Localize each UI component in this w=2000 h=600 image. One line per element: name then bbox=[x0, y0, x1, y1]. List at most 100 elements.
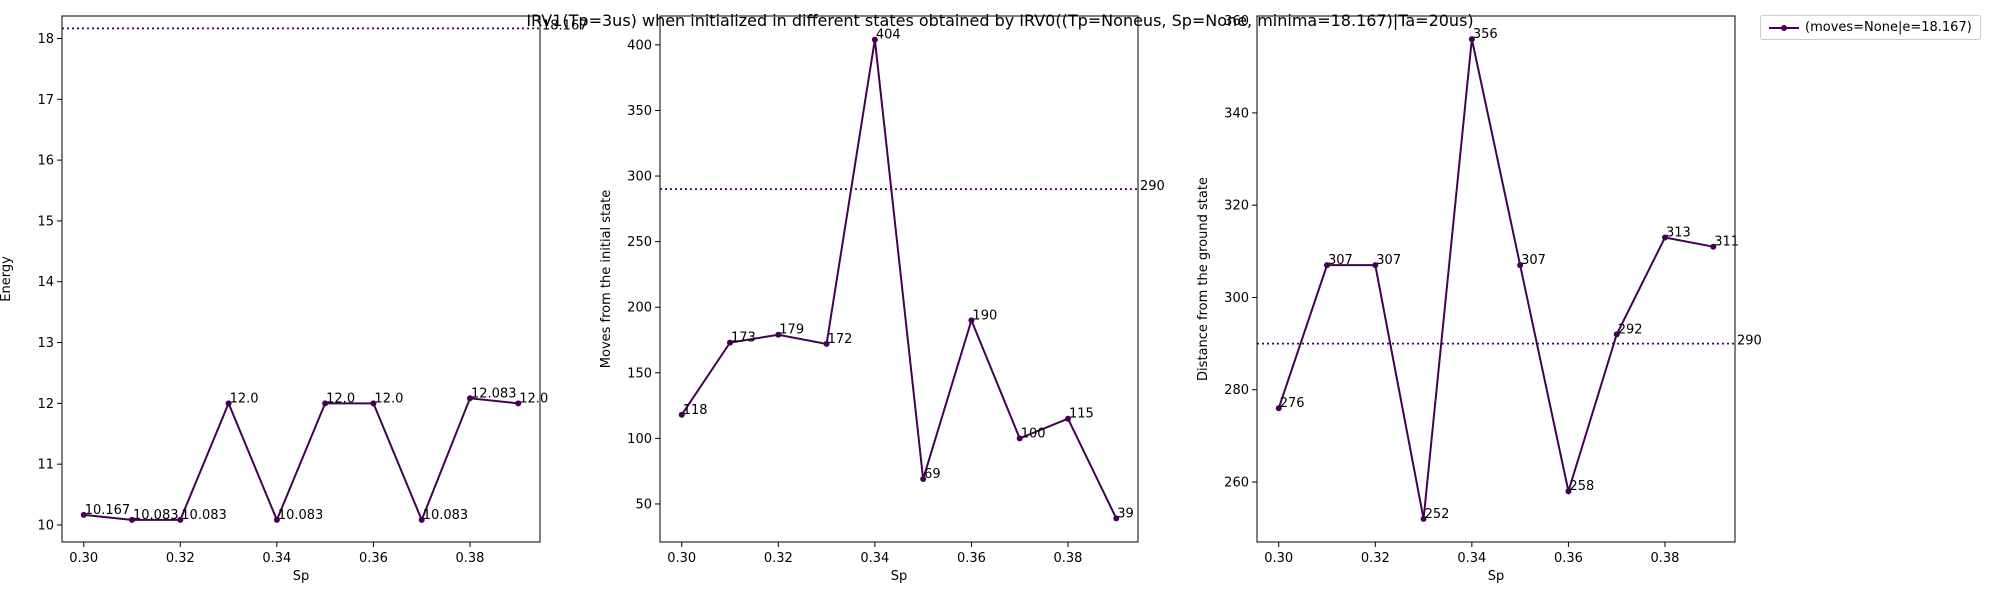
reference-line-label: 18.167 bbox=[542, 18, 588, 33]
data-point bbox=[466, 395, 473, 402]
y-tick-label-top: 360 bbox=[1224, 14, 1249, 29]
data-point bbox=[823, 340, 830, 347]
legend: (moves=None|e=18.167) bbox=[1760, 15, 1981, 40]
legend-dot-marker bbox=[1781, 24, 1787, 31]
data-point bbox=[775, 331, 782, 338]
data-point-label: 10.083 bbox=[278, 508, 324, 523]
data-point bbox=[678, 411, 685, 418]
data-point-label: 307 bbox=[1521, 253, 1546, 268]
y-tick-label: 10 bbox=[37, 518, 54, 533]
figure-title: IRV1(Tp=3us) when initialized in differe… bbox=[526, 11, 1473, 30]
y-axis-label: Energy bbox=[0, 256, 14, 302]
data-point bbox=[1324, 262, 1331, 269]
data-point-label: 12.0 bbox=[374, 391, 403, 406]
data-point bbox=[273, 516, 280, 523]
data-point-label: 311 bbox=[1714, 235, 1739, 250]
legend-line-marker bbox=[1769, 24, 1799, 31]
data-point-label: 190 bbox=[972, 308, 997, 323]
data-point-label: 12.0 bbox=[519, 391, 548, 406]
y-tick-label: 15 bbox=[37, 214, 54, 229]
y-tick-label: 350 bbox=[627, 104, 652, 119]
x-axis-label: Sp bbox=[1488, 569, 1505, 584]
y-axis-label: Distance from the ground state bbox=[1196, 177, 1211, 381]
data-point-label: 252 bbox=[1425, 507, 1450, 522]
data-point-label: 179 bbox=[779, 323, 804, 338]
series-line bbox=[680, 39, 1118, 519]
data-point-label: 10.083 bbox=[181, 508, 227, 523]
y-tick-label: 11 bbox=[37, 458, 54, 473]
data-point bbox=[1420, 515, 1427, 522]
chart-panel-3: 0.30 0.32 0.34 0.36 0.38 260 280 300 320 340 360 Sp… bbox=[1196, 14, 1762, 584]
data-point bbox=[177, 516, 184, 523]
data-point bbox=[920, 476, 927, 483]
data-point bbox=[515, 400, 522, 407]
data-point-label: 307 bbox=[1376, 253, 1401, 268]
data-point bbox=[871, 36, 878, 43]
chart-panel-1: 0.30 0.32 0.34 0.36 0.38 10 11 12 13 14 15 16 17 18 Sp… bbox=[0, 15, 588, 584]
data-point-label: 39 bbox=[1117, 506, 1134, 521]
plot-frame bbox=[1256, 15, 1736, 543]
data-point-label: 12.083 bbox=[471, 386, 516, 401]
data-point-label: 173 bbox=[731, 331, 756, 346]
chart-panel-2: 0.30 0.32 0.34 0.36 0.38 50 100 150 200 250 300 350… bbox=[599, 15, 1165, 584]
x-tick-label: 0.36 bbox=[359, 551, 388, 566]
data-point-label: 10.083 bbox=[133, 508, 179, 523]
x-tick-label: 0.36 bbox=[957, 551, 986, 566]
data-point-label: 404 bbox=[876, 28, 901, 43]
data-point bbox=[225, 400, 232, 407]
y-tick-label: 280 bbox=[1224, 383, 1249, 398]
data-point-label: 69 bbox=[924, 467, 941, 482]
data-point-label: 276 bbox=[1280, 396, 1305, 411]
data-point bbox=[1113, 515, 1120, 522]
data-point-label: 100 bbox=[1021, 426, 1046, 441]
data-point bbox=[322, 400, 329, 407]
data-point-label: 258 bbox=[1569, 479, 1594, 494]
data-point bbox=[418, 516, 425, 523]
x-tick-label: 0.32 bbox=[166, 551, 195, 566]
data-point-label: 12.0 bbox=[326, 391, 355, 406]
y-tick-label: 300 bbox=[627, 170, 652, 185]
data-point-label: 172 bbox=[828, 332, 853, 347]
data-point bbox=[1517, 262, 1524, 269]
x-axis-label: Sp bbox=[293, 569, 310, 584]
y-tick-label: 12 bbox=[37, 397, 54, 412]
data-point bbox=[1710, 243, 1717, 250]
data-point bbox=[129, 516, 136, 523]
y-tick-label: 17 bbox=[37, 93, 54, 108]
y-tick-label: 300 bbox=[1224, 291, 1249, 306]
y-tick-label: 250 bbox=[627, 235, 652, 250]
data-point bbox=[1613, 331, 1620, 338]
data-point bbox=[370, 400, 377, 407]
data-point-label: 115 bbox=[1069, 407, 1094, 422]
data-point-label: 307 bbox=[1328, 253, 1353, 268]
x-tick-label: 0.36 bbox=[1554, 551, 1583, 566]
data-point bbox=[1565, 488, 1572, 495]
legend-label: (moves=None|e=18.167) bbox=[1805, 20, 1972, 35]
data-point-label: 12.0 bbox=[230, 391, 259, 406]
y-tick-label: 16 bbox=[37, 154, 54, 169]
y-tick-label: 18 bbox=[37, 32, 54, 47]
data-point-label: 10.083 bbox=[423, 508, 469, 523]
data-point bbox=[1064, 415, 1071, 422]
x-tick-label: 0.38 bbox=[1651, 551, 1680, 566]
plot-frame bbox=[61, 15, 541, 543]
series-line bbox=[1277, 38, 1714, 520]
y-tick-label: 13 bbox=[37, 336, 54, 351]
series-line bbox=[83, 397, 519, 523]
data-point bbox=[1372, 262, 1379, 269]
y-tick-label: 200 bbox=[627, 301, 652, 316]
y-tick-label: 320 bbox=[1224, 199, 1249, 214]
y-tick-label: 50 bbox=[635, 497, 652, 512]
data-point-label: 10.167 bbox=[85, 503, 130, 518]
y-tick-label: 150 bbox=[627, 366, 652, 381]
x-tick-label: 0.30 bbox=[69, 551, 98, 566]
data-point bbox=[1016, 435, 1023, 442]
y-tick-label: 100 bbox=[627, 432, 652, 447]
data-point-label: 313 bbox=[1666, 225, 1691, 240]
data-point bbox=[80, 511, 87, 518]
y-axis-label: Moves from the initial state bbox=[599, 190, 614, 368]
data-point bbox=[727, 339, 734, 346]
reference-line-label: 290 bbox=[1737, 334, 1762, 349]
y-tick-label: 340 bbox=[1224, 106, 1249, 121]
